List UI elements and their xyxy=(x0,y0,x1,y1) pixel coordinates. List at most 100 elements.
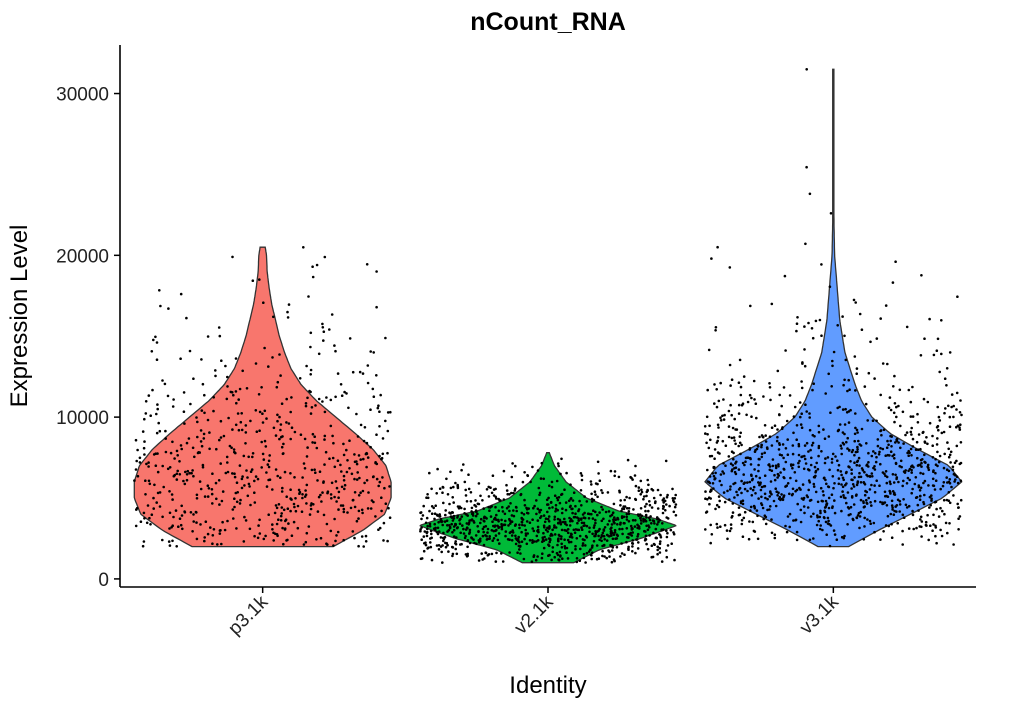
data-point-v2.1k xyxy=(468,519,471,522)
data-point-v3.1k xyxy=(718,499,721,503)
data-point-v3.1k xyxy=(846,523,849,526)
data-point-v2.1k xyxy=(670,542,673,545)
data-point-p3.1k xyxy=(340,485,344,489)
data-point-v2.1k xyxy=(466,545,469,549)
data-point-v2.1k xyxy=(584,534,588,538)
data-point-p3.1k xyxy=(342,453,346,457)
data-point-v2.1k xyxy=(651,555,655,559)
data-point-v2.1k xyxy=(648,526,651,529)
data-point-v3.1k xyxy=(843,378,846,382)
data-point-p3.1k xyxy=(280,490,284,493)
data-point-p3.1k xyxy=(329,424,333,428)
data-point-v3.1k xyxy=(779,471,782,474)
data-point-p3.1k xyxy=(337,508,340,511)
data-point-p3.1k xyxy=(254,475,258,478)
data-point-v3.1k xyxy=(809,515,813,518)
data-point-v2.1k xyxy=(585,524,589,528)
data-point-v3.1k xyxy=(791,444,795,447)
data-point-p3.1k xyxy=(361,372,365,375)
data-point-p3.1k xyxy=(286,507,290,511)
data-point-p3.1k xyxy=(249,503,252,507)
data-point-v3.1k xyxy=(917,463,921,467)
data-point-v2.1k xyxy=(548,537,552,541)
data-point-p3.1k xyxy=(256,536,260,540)
data-point-p3.1k xyxy=(221,520,224,524)
data-point-p3.1k xyxy=(314,404,317,407)
data-point-p3.1k xyxy=(348,467,351,470)
data-point-p3.1k xyxy=(277,503,281,506)
data-point-v2.1k xyxy=(609,469,613,473)
data-point-v2.1k xyxy=(625,527,629,530)
data-point-p3.1k xyxy=(322,339,325,342)
data-point-v3.1k xyxy=(846,436,849,440)
data-point-v3.1k xyxy=(840,452,843,456)
data-point-v3.1k xyxy=(812,485,816,488)
data-point-v2.1k xyxy=(509,502,512,505)
data-point-p3.1k xyxy=(346,511,349,514)
data-point-v3.1k xyxy=(853,355,857,358)
data-point-v3.1k xyxy=(867,371,871,375)
data-point-v3.1k xyxy=(890,499,894,503)
data-point-v3.1k xyxy=(748,520,751,523)
data-point-v2.1k xyxy=(500,527,504,531)
data-point-p3.1k xyxy=(282,542,285,546)
data-point-v3.1k xyxy=(775,490,778,494)
data-point-v2.1k xyxy=(512,514,516,518)
data-point-v3.1k xyxy=(957,517,960,520)
data-point-v2.1k xyxy=(524,532,528,535)
data-point-p3.1k xyxy=(313,468,316,472)
data-point-v3.1k xyxy=(946,481,949,484)
data-point-p3.1k xyxy=(375,462,379,466)
data-point-v3.1k xyxy=(730,378,734,382)
data-point-v2.1k xyxy=(674,503,678,506)
data-point-v3.1k xyxy=(916,412,919,416)
data-point-v3.1k xyxy=(953,480,956,483)
data-point-v2.1k xyxy=(437,544,441,547)
data-point-v2.1k xyxy=(593,524,596,527)
data-point-v3.1k xyxy=(899,446,902,450)
data-point-v2.1k xyxy=(654,527,658,531)
data-point-v2.1k xyxy=(448,525,452,529)
data-point-v2.1k xyxy=(611,537,615,541)
data-point-v3.1k xyxy=(832,350,836,354)
data-point-v2.1k xyxy=(452,535,456,538)
data-point-v2.1k xyxy=(622,505,625,508)
data-point-p3.1k xyxy=(339,504,343,507)
outlier-point-p3.1k xyxy=(311,265,314,269)
data-point-v2.1k xyxy=(654,536,658,540)
data-point-v3.1k xyxy=(723,500,727,504)
data-point-v3.1k xyxy=(811,441,815,445)
data-point-v2.1k xyxy=(672,532,676,536)
data-point-v3.1k xyxy=(718,479,722,483)
data-point-v2.1k xyxy=(617,475,621,479)
data-point-v3.1k xyxy=(715,441,719,444)
data-point-v2.1k xyxy=(436,526,440,530)
data-point-p3.1k xyxy=(244,424,248,427)
data-point-p3.1k xyxy=(145,521,149,525)
data-point-v3.1k xyxy=(860,427,864,431)
data-point-v2.1k xyxy=(523,537,526,541)
data-point-v3.1k xyxy=(805,165,808,169)
data-point-p3.1k xyxy=(161,515,164,519)
data-point-v3.1k xyxy=(776,494,779,497)
data-point-p3.1k xyxy=(341,504,345,507)
data-point-v3.1k xyxy=(843,423,847,426)
data-point-p3.1k xyxy=(147,394,151,397)
data-point-v3.1k xyxy=(907,449,910,453)
data-point-v3.1k xyxy=(895,437,899,441)
data-point-p3.1k xyxy=(326,490,330,494)
data-point-v3.1k xyxy=(810,444,814,447)
data-point-v2.1k xyxy=(613,521,616,525)
data-point-v3.1k xyxy=(840,509,843,513)
data-point-v2.1k xyxy=(419,511,422,515)
data-point-v2.1k xyxy=(495,551,498,555)
data-point-v2.1k xyxy=(461,524,464,527)
data-point-v2.1k xyxy=(442,531,445,535)
data-point-p3.1k xyxy=(223,528,227,532)
data-point-p3.1k xyxy=(353,536,356,540)
data-point-v3.1k xyxy=(920,274,923,277)
data-point-v3.1k xyxy=(802,467,806,471)
data-point-v3.1k xyxy=(773,536,777,540)
data-point-v2.1k xyxy=(510,475,514,479)
data-point-v3.1k xyxy=(907,454,910,458)
